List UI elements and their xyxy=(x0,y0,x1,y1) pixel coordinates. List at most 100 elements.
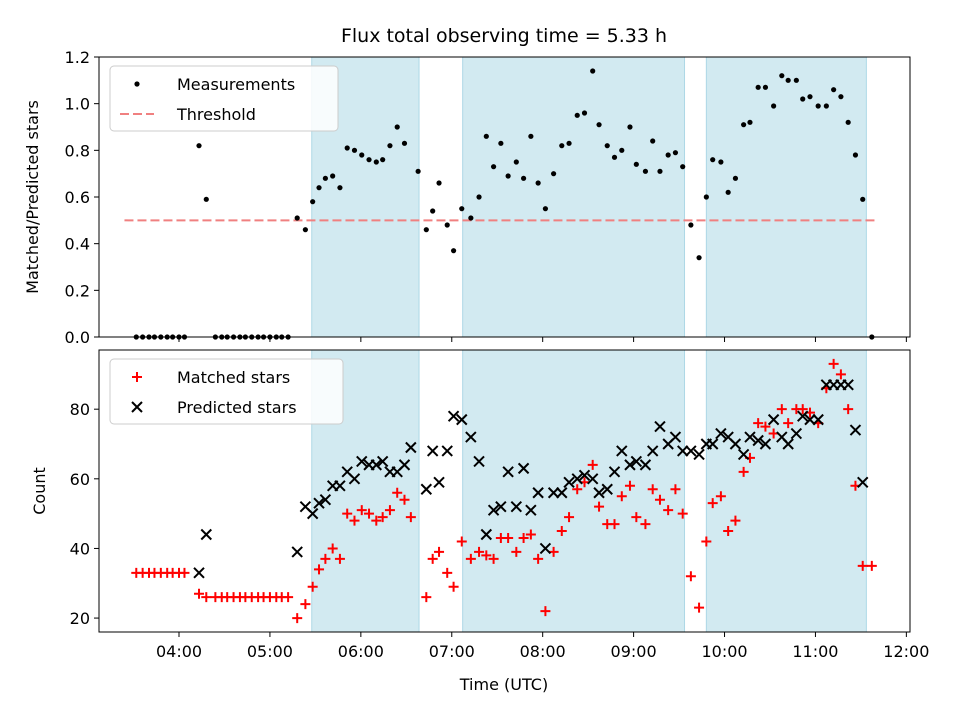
y-tick-label: 0.6 xyxy=(65,188,90,207)
data-point xyxy=(657,168,663,174)
data-point xyxy=(563,476,575,489)
data-point xyxy=(468,215,474,221)
data-point xyxy=(476,194,482,200)
data-point xyxy=(835,369,846,380)
data-point xyxy=(793,77,799,83)
data-point xyxy=(849,424,862,436)
data-point xyxy=(710,157,716,163)
data-point xyxy=(845,119,851,125)
data-point xyxy=(405,512,416,523)
data-point xyxy=(200,528,212,541)
legend-entry: Predicted stars xyxy=(177,398,297,417)
data-point xyxy=(426,445,439,457)
data-point xyxy=(752,434,764,447)
data-point xyxy=(371,515,382,526)
data-point xyxy=(860,196,866,202)
data-point xyxy=(800,96,806,102)
data-point xyxy=(433,476,445,489)
data-point xyxy=(785,77,791,83)
data-point xyxy=(804,413,816,426)
legend-swatch-plus xyxy=(132,372,142,382)
data-point xyxy=(344,145,350,151)
data-point xyxy=(518,533,529,543)
data-point xyxy=(759,438,772,450)
y-tick-label: 0.0 xyxy=(65,328,90,347)
data-point xyxy=(503,533,514,543)
data-point xyxy=(525,529,536,540)
legend-entry: Measurements xyxy=(177,75,295,94)
data-point xyxy=(520,175,527,181)
data-point xyxy=(685,445,697,457)
data-point xyxy=(815,103,821,109)
data-point xyxy=(564,512,575,523)
data-point xyxy=(593,487,605,499)
observing-interval-2 xyxy=(462,349,686,633)
data-point xyxy=(707,498,718,509)
data-point xyxy=(436,180,442,186)
data-point xyxy=(474,546,485,557)
data-point xyxy=(444,222,450,228)
data-point xyxy=(831,87,837,93)
data-point xyxy=(533,553,544,564)
data-point xyxy=(511,546,522,557)
data-point xyxy=(578,469,591,482)
data-point xyxy=(619,147,625,153)
data-point xyxy=(642,168,649,174)
x-tick-label: 04:00 xyxy=(156,642,202,661)
data-point xyxy=(179,567,190,578)
data-point xyxy=(373,159,379,165)
data-point xyxy=(737,448,750,461)
data-point xyxy=(334,553,345,564)
data-point xyxy=(483,133,489,139)
data-point xyxy=(650,138,656,144)
data-point xyxy=(646,445,659,457)
data-point xyxy=(609,519,620,530)
data-point xyxy=(505,173,511,179)
data-point xyxy=(797,404,808,415)
legend-box xyxy=(109,358,344,425)
data-point xyxy=(715,491,726,502)
data-point xyxy=(283,592,294,603)
data-point xyxy=(857,476,869,489)
data-point xyxy=(398,459,411,471)
data-point xyxy=(423,227,429,233)
observing-interval-2 xyxy=(462,56,686,338)
data-point xyxy=(812,413,824,426)
x-tick-label: 05:00 xyxy=(247,642,293,661)
data-point xyxy=(330,173,336,179)
data-point xyxy=(693,448,705,461)
observing-interval-3 xyxy=(705,56,867,338)
data-point xyxy=(669,431,682,443)
data-point xyxy=(348,473,361,485)
figure-title: Flux total observing time = 5.33 h xyxy=(341,25,667,47)
data-point xyxy=(790,427,803,440)
data-point xyxy=(559,143,565,149)
data-point xyxy=(732,175,739,181)
data-point xyxy=(581,110,588,116)
data-point xyxy=(487,504,500,516)
data-point xyxy=(320,553,331,564)
data-point xyxy=(356,505,367,516)
data-point xyxy=(616,491,627,502)
data-point xyxy=(376,455,389,468)
y-tick-label: 0.4 xyxy=(65,235,90,254)
data-point xyxy=(647,484,658,495)
data-point xyxy=(349,515,360,526)
data-point xyxy=(694,602,705,613)
data-point xyxy=(517,462,530,475)
data-point xyxy=(465,431,477,443)
y-tick-label: 80 xyxy=(70,400,90,419)
x-tick-label: 07:00 xyxy=(429,642,475,661)
data-point xyxy=(399,494,410,505)
data-point xyxy=(627,124,633,130)
data-point xyxy=(572,484,583,495)
data-point xyxy=(574,112,580,118)
data-point xyxy=(688,222,694,228)
data-point xyxy=(380,157,386,163)
data-point xyxy=(718,159,724,165)
data-point xyxy=(405,441,417,454)
data-point xyxy=(730,515,741,526)
data-point xyxy=(624,459,636,471)
data-point xyxy=(480,528,493,541)
